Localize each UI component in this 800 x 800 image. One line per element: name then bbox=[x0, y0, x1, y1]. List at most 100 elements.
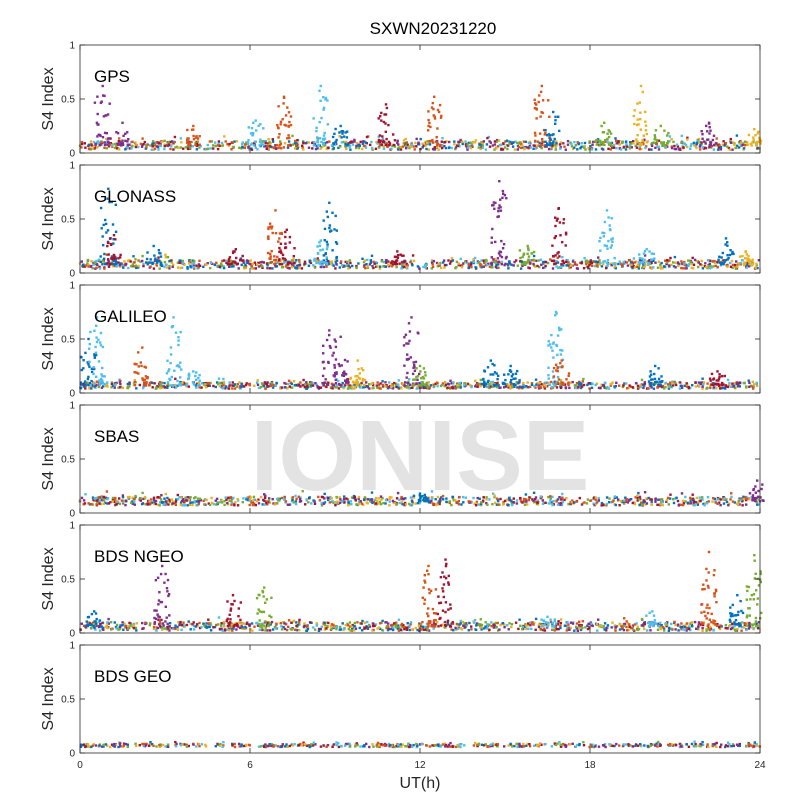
data-point bbox=[421, 384, 424, 387]
burst-point bbox=[726, 254, 729, 257]
data-point bbox=[348, 144, 352, 147]
data-point bbox=[118, 502, 121, 506]
data-point bbox=[594, 383, 597, 387]
burst-point bbox=[422, 383, 425, 386]
burst-point bbox=[427, 110, 430, 113]
data-point bbox=[124, 503, 127, 507]
data-point bbox=[197, 381, 201, 385]
burst-point bbox=[121, 143, 125, 146]
data-point bbox=[332, 147, 335, 150]
data-point bbox=[542, 266, 545, 270]
burst-point bbox=[277, 105, 280, 108]
data-point bbox=[729, 498, 732, 501]
burst-point bbox=[757, 130, 760, 134]
data-point bbox=[112, 500, 116, 503]
data-point bbox=[166, 384, 169, 388]
burst-point bbox=[191, 381, 195, 384]
data-point bbox=[462, 262, 465, 265]
data-point bbox=[621, 140, 624, 143]
data-point bbox=[236, 499, 240, 502]
y-tick-label: 0.5 bbox=[61, 455, 75, 466]
data-point bbox=[308, 259, 311, 262]
burst-point bbox=[385, 106, 389, 110]
data-point bbox=[576, 141, 579, 144]
data-point bbox=[527, 498, 530, 502]
burst-point bbox=[708, 377, 712, 380]
data-point bbox=[749, 384, 753, 387]
data-point bbox=[271, 386, 275, 389]
data-point bbox=[638, 258, 642, 262]
burst-point bbox=[741, 254, 744, 258]
data-point bbox=[387, 260, 390, 263]
data-point bbox=[580, 385, 583, 388]
data-point bbox=[488, 145, 492, 148]
data-point bbox=[202, 265, 205, 268]
burst-point bbox=[316, 141, 320, 144]
data-point bbox=[301, 383, 304, 387]
data-point bbox=[371, 265, 374, 268]
data-point bbox=[199, 499, 202, 502]
data-point bbox=[106, 497, 109, 501]
data-point bbox=[158, 504, 161, 507]
data-point bbox=[117, 148, 121, 151]
data-point bbox=[521, 264, 524, 267]
data-point bbox=[507, 384, 510, 387]
data-point bbox=[283, 261, 286, 264]
burst-point bbox=[114, 203, 117, 206]
data-point bbox=[172, 263, 175, 266]
data-point bbox=[605, 266, 608, 270]
data-point bbox=[724, 142, 727, 145]
data-point bbox=[400, 497, 403, 500]
burst-point bbox=[321, 381, 324, 385]
data-point bbox=[567, 261, 570, 264]
burst-point bbox=[99, 341, 102, 344]
burst-point bbox=[549, 142, 552, 145]
data-point bbox=[630, 146, 633, 149]
data-point bbox=[433, 385, 436, 388]
data-point bbox=[650, 386, 653, 389]
data-point bbox=[559, 386, 563, 390]
data-point bbox=[205, 498, 208, 502]
data-point bbox=[475, 502, 478, 505]
data-point bbox=[611, 146, 614, 149]
data-point bbox=[163, 502, 166, 505]
data-point bbox=[699, 143, 702, 147]
data-point bbox=[485, 498, 488, 501]
data-point bbox=[128, 382, 131, 386]
burst-point bbox=[415, 367, 418, 370]
data-point bbox=[615, 496, 618, 499]
data-point bbox=[316, 385, 319, 388]
burst-point bbox=[269, 255, 272, 258]
data-point bbox=[645, 145, 648, 148]
data-point bbox=[404, 503, 408, 506]
burst-point bbox=[721, 381, 724, 385]
burst-point bbox=[121, 121, 124, 124]
burst-point bbox=[729, 249, 732, 252]
data-point bbox=[149, 144, 152, 147]
data-point bbox=[650, 144, 654, 147]
data-point bbox=[226, 503, 230, 506]
data-point bbox=[103, 146, 106, 150]
data-point bbox=[528, 146, 531, 149]
data-point bbox=[490, 381, 493, 384]
data-point bbox=[186, 504, 189, 507]
data-point bbox=[93, 385, 96, 388]
burst-point bbox=[556, 334, 560, 337]
data-point bbox=[507, 386, 510, 389]
data-point bbox=[227, 387, 230, 390]
data-point bbox=[315, 259, 318, 263]
data-point bbox=[319, 265, 322, 269]
data-point bbox=[695, 146, 698, 150]
data-point bbox=[458, 145, 461, 148]
data-point bbox=[150, 381, 154, 385]
data-point bbox=[410, 143, 414, 147]
data-point bbox=[207, 502, 210, 505]
data-point bbox=[317, 259, 320, 262]
data-point bbox=[241, 501, 244, 504]
burst-point bbox=[284, 230, 287, 234]
data-point bbox=[482, 265, 485, 268]
data-point bbox=[625, 261, 629, 264]
data-point bbox=[376, 142, 379, 145]
data-point bbox=[343, 386, 346, 389]
data-point bbox=[134, 494, 137, 498]
